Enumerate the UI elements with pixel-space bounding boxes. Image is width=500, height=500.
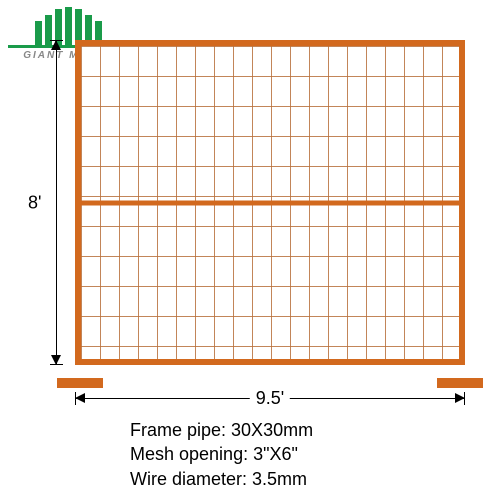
spec-list: Frame pipe: 30X30mm Mesh opening: 3"X6" … xyxy=(130,418,313,491)
fence-diagram xyxy=(75,40,465,380)
dimension-width: 9.5' xyxy=(75,388,465,418)
fence-panel xyxy=(75,40,465,365)
dimension-width-label: 9.5' xyxy=(250,388,290,409)
dimension-height-label: 8' xyxy=(28,190,41,215)
fence-foot-right xyxy=(437,378,483,388)
spec-wire-diameter: Wire diameter: 3.5mm xyxy=(130,467,313,491)
fence-mid-bar xyxy=(81,200,459,205)
fence-foot-left xyxy=(57,378,103,388)
spec-mesh-opening: Mesh opening: 3"X6" xyxy=(130,442,313,466)
spec-frame-pipe: Frame pipe: 30X30mm xyxy=(130,418,313,442)
dimension-height: 8' xyxy=(42,40,72,365)
